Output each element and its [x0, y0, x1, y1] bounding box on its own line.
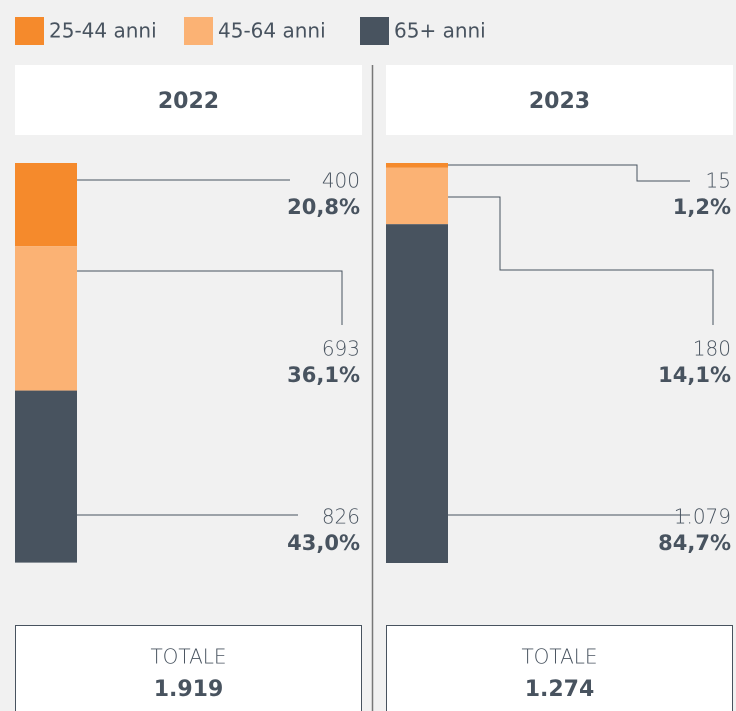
bar-segment	[386, 167, 448, 225]
share-label: 36,1%	[287, 363, 360, 387]
share-label: 20,8%	[287, 195, 360, 219]
legend-label: 25-44 anni	[49, 19, 157, 43]
value-label: 400	[322, 169, 360, 193]
value-label: 826	[322, 505, 360, 529]
leader-line	[448, 196, 714, 325]
legend-swatch	[184, 17, 213, 45]
total-title: TOTALE	[521, 645, 597, 669]
value-label: 15	[706, 169, 731, 193]
header-box	[15, 65, 362, 135]
legend-label: 45-64 anni	[218, 19, 326, 43]
share-label: 1,2%	[673, 195, 731, 219]
total-value: 1.274	[525, 677, 595, 702]
total-value: 1.919	[154, 677, 224, 702]
legend-swatch	[360, 17, 389, 45]
bar-segment	[15, 390, 77, 563]
bar-segment	[386, 224, 448, 563]
total-title: TOTALE	[150, 645, 226, 669]
bar-segment	[15, 246, 77, 391]
share-label: 84,7%	[658, 531, 731, 555]
share-label: 43,0%	[287, 531, 360, 555]
value-label: 180	[693, 337, 731, 361]
leader-line	[77, 270, 343, 325]
panel-title: 2022	[158, 89, 219, 114]
legend-swatch	[15, 17, 44, 45]
total-box	[386, 625, 733, 711]
value-label: 693	[322, 337, 360, 361]
panel-title: 2023	[529, 89, 590, 114]
leader-line	[448, 164, 690, 182]
share-label: 14,1%	[658, 363, 731, 387]
bar-segment	[15, 163, 77, 247]
value-label: 1.079	[674, 505, 731, 529]
bar-segment	[386, 163, 448, 168]
total-box	[15, 625, 362, 711]
legend-label: 65+ anni	[394, 19, 486, 43]
header-box	[386, 65, 733, 135]
